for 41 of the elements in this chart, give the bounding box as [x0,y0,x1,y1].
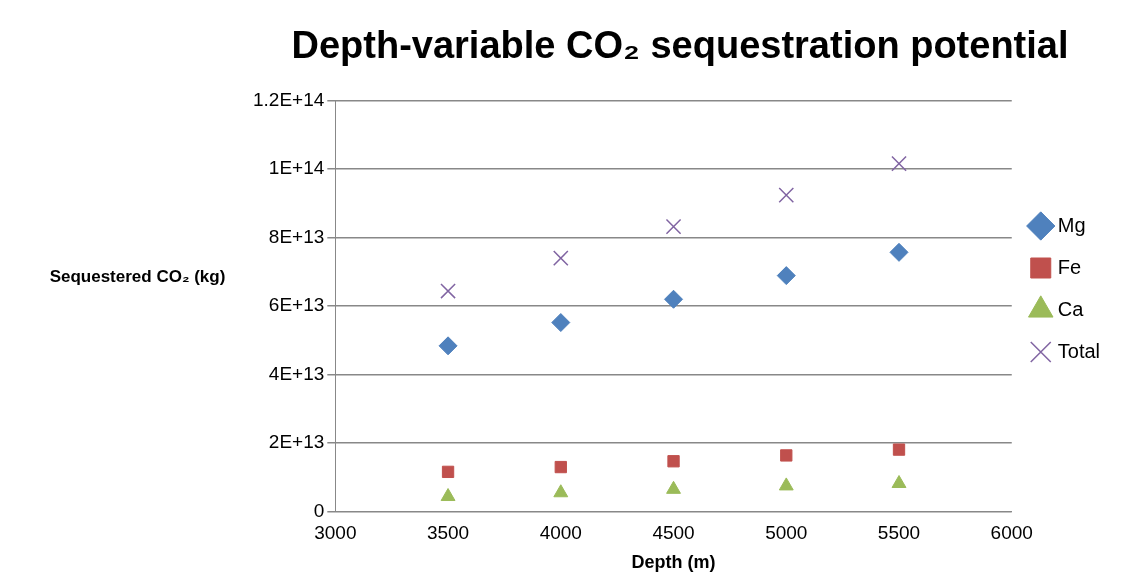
legend-label: Total [1057,339,1100,362]
x-tick-label: 4500 [652,522,695,544]
legend-label: Fe [1057,255,1082,278]
point [666,480,681,494]
x-tick-label: 6000 [990,522,1033,544]
y-tick-label: 1.2E+14 [252,88,325,110]
point [440,283,456,299]
point [438,336,458,356]
y-tick-label: 0 [313,499,325,521]
point [553,484,569,498]
point [891,475,907,489]
point [778,187,795,203]
point [441,465,455,479]
point [889,242,909,262]
y-tick-label: 4E+13 [268,362,325,384]
y-tick-label: 8E+13 [268,225,325,247]
legend-label: Mg [1057,213,1086,236]
point [440,488,456,502]
x-tick-label: 5000 [765,522,808,544]
y-tick-label: 1E+14 [268,157,325,179]
point [551,313,571,333]
point [664,289,684,309]
point [778,477,794,491]
chart-title: Depth-variable CO₂ sequestration potential [291,24,1069,67]
point [665,218,682,235]
x-axis-title: Depth (m) [631,552,716,573]
point [892,443,906,456]
x-tick-label: 3500 [426,522,470,544]
y-axis-title: Sequestered CO₂ (kg) [48,266,227,288]
point [891,155,907,172]
legend-label: Ca [1057,297,1085,320]
point [667,455,680,468]
y-tick-label: 2E+13 [268,431,325,453]
y-tick-label: 6E+13 [268,294,325,316]
point [554,460,567,474]
point [780,449,793,462]
point [552,250,569,266]
x-tick-label: 4000 [539,522,582,544]
x-tick-label: 3000 [314,522,357,544]
x-tick-label: 5500 [877,522,921,544]
point [776,266,796,286]
